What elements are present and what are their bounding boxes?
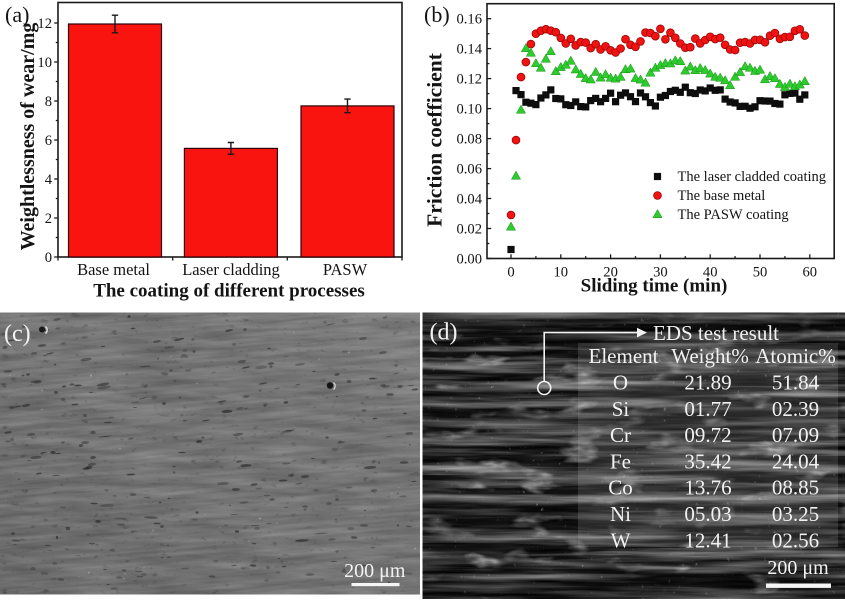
svg-text:The base metal: The base metal xyxy=(678,188,766,204)
svg-text:Si: Si xyxy=(612,397,630,421)
svg-text:12.41: 12.41 xyxy=(684,528,731,552)
svg-text:05.03: 05.03 xyxy=(684,502,731,526)
svg-text:24.04: 24.04 xyxy=(772,449,820,473)
svg-text:Ni: Ni xyxy=(610,502,631,526)
svg-text:O: O xyxy=(613,371,628,395)
svg-text:200 μm: 200 μm xyxy=(767,557,829,579)
svg-text:0.02: 0.02 xyxy=(456,222,482,238)
svg-text:The PASW coating: The PASW coating xyxy=(678,207,789,223)
svg-text:40: 40 xyxy=(703,265,718,281)
svg-text:50: 50 xyxy=(753,265,768,281)
svg-text:W: W xyxy=(611,528,631,552)
svg-text:0.08: 0.08 xyxy=(456,132,482,148)
svg-text:35.42: 35.42 xyxy=(684,449,731,473)
svg-text:Element: Element xyxy=(589,344,659,368)
svg-text:Atomic%: Atomic% xyxy=(755,344,835,368)
svg-text:0: 0 xyxy=(45,250,52,266)
svg-text:Base metal: Base metal xyxy=(77,260,150,279)
svg-text:0.00: 0.00 xyxy=(456,252,482,268)
svg-text:02.56: 02.56 xyxy=(772,528,819,552)
svg-text:EDS test result: EDS test result xyxy=(653,321,779,345)
svg-text:The coating of different proce: The coating of different processes xyxy=(93,281,365,302)
svg-text:(d): (d) xyxy=(430,320,458,346)
svg-text:2: 2 xyxy=(45,211,52,227)
svg-text:0.16: 0.16 xyxy=(456,12,482,28)
svg-text:07.09: 07.09 xyxy=(772,423,819,447)
svg-text:0: 0 xyxy=(507,265,514,281)
svg-text:08.85: 08.85 xyxy=(772,476,819,500)
svg-text:03.25: 03.25 xyxy=(772,502,819,526)
svg-text:Co: Co xyxy=(608,476,633,500)
svg-text:Sliding time (min): Sliding time (min) xyxy=(581,276,728,297)
svg-text:20: 20 xyxy=(603,265,618,281)
svg-text:13.76: 13.76 xyxy=(684,476,731,500)
svg-text:01.77: 01.77 xyxy=(684,397,731,421)
svg-text:0.10: 0.10 xyxy=(456,102,482,118)
svg-text:(b): (b) xyxy=(424,2,450,27)
svg-text:(c): (c) xyxy=(4,321,31,347)
svg-text:0.04: 0.04 xyxy=(456,192,482,208)
svg-text:Weightlessness of wear/mg: Weightlessness of wear/mg xyxy=(17,23,39,251)
svg-text:09.72: 09.72 xyxy=(684,423,731,447)
svg-text:The laser cladded coating: The laser cladded coating xyxy=(678,169,827,185)
svg-text:Cr: Cr xyxy=(610,423,631,447)
svg-text:Fe: Fe xyxy=(610,449,631,473)
svg-text:(a): (a) xyxy=(5,2,29,27)
svg-text:51.84: 51.84 xyxy=(772,371,820,395)
svg-text:12: 12 xyxy=(37,16,52,32)
svg-text:Laser cladding: Laser cladding xyxy=(182,260,280,279)
svg-text:0.06: 0.06 xyxy=(456,162,482,178)
svg-text:Friction coefficient: Friction coefficient xyxy=(423,52,447,227)
svg-text:Weight%: Weight% xyxy=(671,344,749,368)
svg-text:4: 4 xyxy=(45,172,53,188)
svg-text:02.39: 02.39 xyxy=(772,397,819,421)
svg-text:10: 10 xyxy=(554,265,569,281)
svg-text:10: 10 xyxy=(37,55,52,71)
svg-text:PASW: PASW xyxy=(323,260,368,279)
svg-text:200 μm: 200 μm xyxy=(344,560,406,582)
svg-text:30: 30 xyxy=(653,265,668,281)
svg-text:8: 8 xyxy=(45,94,52,110)
svg-text:60: 60 xyxy=(803,265,818,281)
svg-text:0.12: 0.12 xyxy=(456,72,482,88)
svg-text:0.14: 0.14 xyxy=(456,42,482,58)
svg-text:21.89: 21.89 xyxy=(684,371,731,395)
svg-text:6: 6 xyxy=(45,133,52,149)
